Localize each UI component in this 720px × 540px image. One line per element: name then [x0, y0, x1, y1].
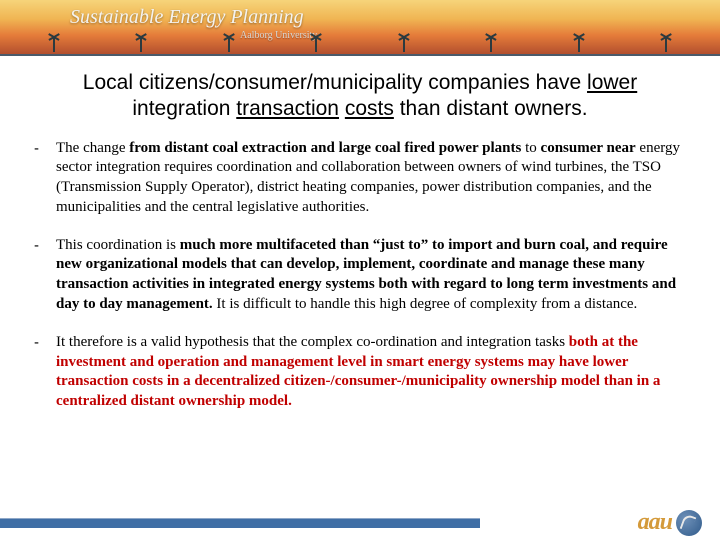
- bullet-row: -This coordination is much more multifac…: [34, 236, 686, 315]
- header-banner: Sustainable Energy Planning Aalborg Univ…: [0, 0, 720, 56]
- bullet-row: -It therefore is a valid hypothesis that…: [34, 333, 686, 412]
- text-segment: to: [521, 140, 540, 156]
- footer-band: [0, 518, 480, 528]
- text-segment: It therefore is a valid hypothesis that …: [56, 334, 569, 350]
- text-segment: consumer near: [541, 140, 636, 156]
- bullet-paragraph: It therefore is a valid hypothesis that …: [56, 333, 686, 412]
- footer: aau: [0, 504, 720, 540]
- logo-text: aau: [638, 509, 672, 536]
- text-segment: This coordination is: [56, 237, 180, 253]
- heading-underline-1: lower: [587, 71, 637, 94]
- heading-underline-3: costs: [345, 97, 394, 120]
- banner-decoration: [0, 26, 720, 54]
- slide-content: Local citizens/consumer/municipality com…: [0, 56, 720, 412]
- heading-text: Local citizens/consumer/municipality com…: [83, 71, 587, 94]
- bullet-dash: -: [34, 236, 56, 315]
- heading-text: than distant owners.: [394, 97, 588, 120]
- bullet-paragraph: This coordination is much more multiface…: [56, 236, 686, 315]
- bullet-row: -The change from distant coal extraction…: [34, 139, 686, 218]
- university-logo: aau: [638, 509, 702, 536]
- bullet-paragraph: The change from distant coal extraction …: [56, 139, 686, 218]
- text-segment: It is difficult to handle this high degr…: [216, 296, 637, 312]
- heading-underline-2: transaction: [236, 97, 339, 120]
- slide-heading: Local citizens/consumer/municipality com…: [34, 70, 686, 123]
- bullet-list: -The change from distant coal extraction…: [34, 139, 686, 413]
- bullet-dash: -: [34, 139, 56, 218]
- logo-orb-icon: [676, 510, 702, 536]
- heading-text: integration: [132, 97, 236, 120]
- text-segment: from distant coal extraction and large c…: [129, 140, 521, 156]
- bullet-dash: -: [34, 333, 56, 412]
- text-segment: The change: [56, 140, 129, 156]
